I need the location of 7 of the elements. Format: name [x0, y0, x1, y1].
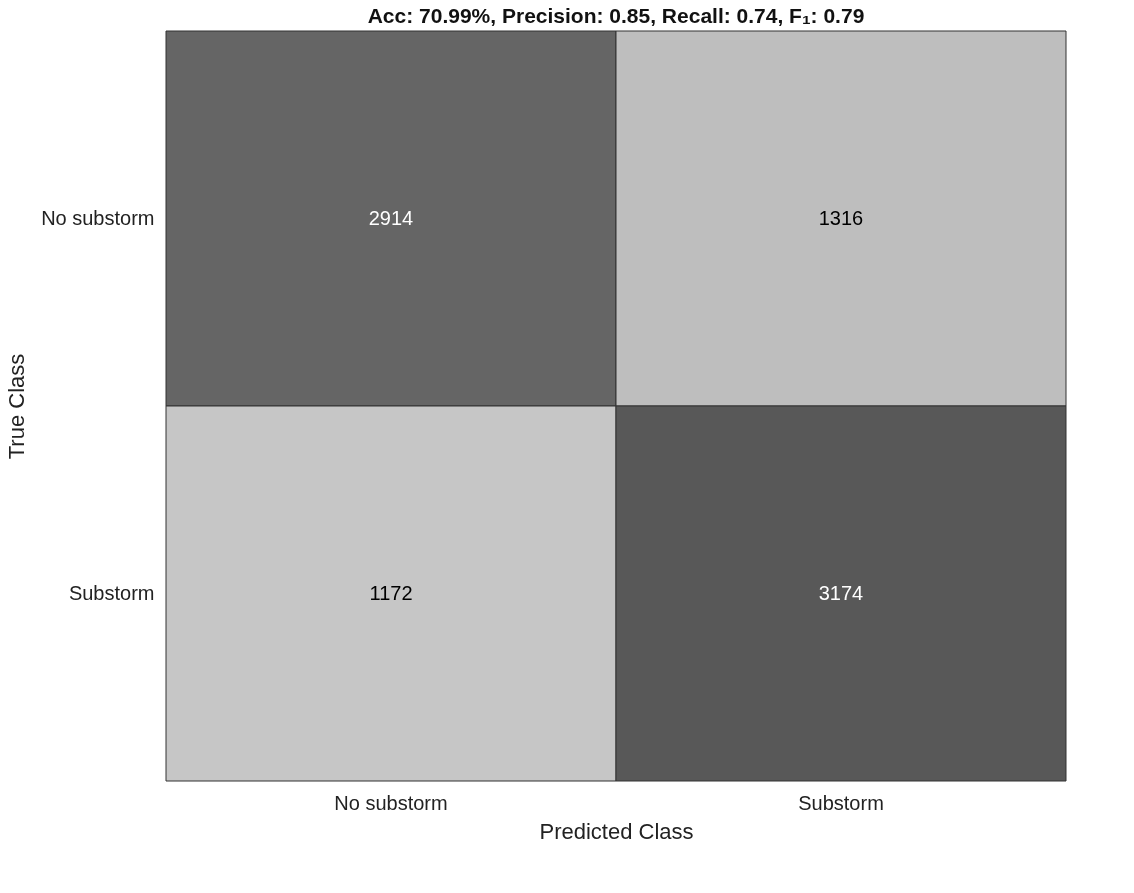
data-label: 1316	[818, 206, 864, 229]
data-label: 2914	[368, 206, 414, 229]
y-axis-title: True Class	[4, 353, 30, 460]
data-label: 1172	[369, 581, 413, 604]
x-axis-title: Predicted Class	[539, 818, 694, 844]
chart-title: Acc: 70.99%, Precision: 0.85, Recall: 0.74, F₁: 0.79	[367, 3, 865, 27]
data-label: 3174	[818, 581, 864, 604]
